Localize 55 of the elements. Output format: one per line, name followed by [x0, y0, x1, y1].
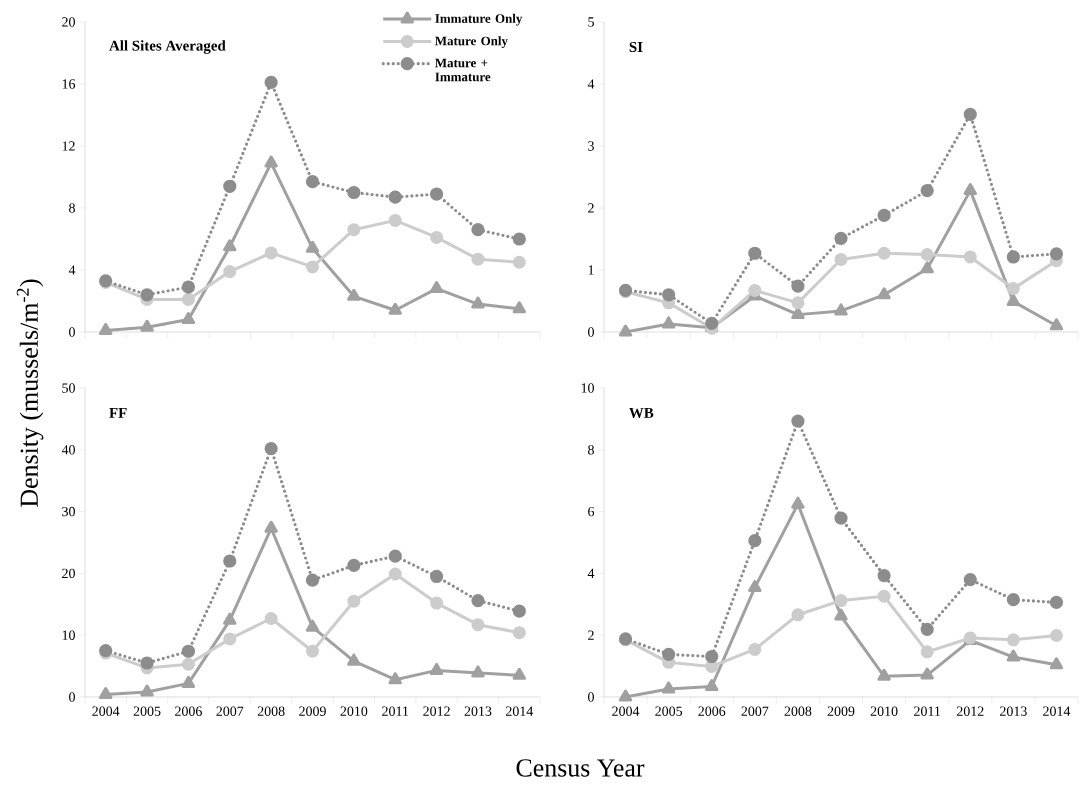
- y-tick-label: 6: [588, 506, 595, 517]
- y-tick-label: 1: [588, 265, 594, 275]
- legend-label: Immature Only: [435, 13, 523, 26]
- x-tick-label: 2009: [299, 706, 326, 716]
- y-tick-label: 3: [588, 141, 594, 151]
- x-tick-label: 2007: [216, 706, 244, 716]
- text: All Sites Averaged: [109, 40, 226, 54]
- x-tick-label: 2008: [784, 706, 812, 716]
- y-tick-label: 8: [69, 203, 75, 213]
- y-axis-title: Density (mussels/m$^{-2}$): [16, 279, 44, 507]
- y-tick-label: 0: [588, 327, 594, 337]
- y-tick-label: 20: [62, 17, 75, 27]
- text: FF: [109, 408, 127, 418]
- y-tick-label: 40: [61, 445, 75, 455]
- x-tick-label: 2010: [870, 706, 898, 716]
- x-tick-label: 2011: [382, 706, 409, 716]
- y-tick-label: 0: [69, 692, 75, 702]
- y-tick-label: 8: [588, 445, 594, 455]
- y-tick-label: 2: [588, 203, 594, 213]
- x-tick-label: 2010: [340, 706, 368, 716]
- text: SI: [629, 41, 643, 53]
- y-tick-label: 10: [581, 383, 594, 393]
- y-tick-label: 4: [68, 265, 76, 275]
- x-tick-label: 2013: [464, 706, 492, 716]
- x-tick-label: 2009: [827, 706, 855, 716]
- y-tick-label: 4: [587, 568, 595, 578]
- y-tick-label: 0: [69, 327, 75, 337]
- y-tick-label: 4: [587, 79, 595, 89]
- x-tick-label: 2008: [257, 706, 285, 716]
- y-tick-label: 30: [62, 506, 75, 517]
- x-tick-label: 2007: [741, 706, 769, 716]
- x-tick-label: 2014: [505, 706, 534, 716]
- y-tick-label: 20: [62, 568, 75, 579]
- text: WB: [629, 407, 654, 418]
- x-tick-label: 2014: [1043, 706, 1071, 716]
- x-tick-label: 2012: [956, 706, 984, 716]
- y-tick-label: 10: [62, 630, 75, 640]
- x-tick-label: 2006: [175, 706, 202, 716]
- x-tick-label: 2006: [698, 706, 726, 716]
- x-tick-label: 2004: [612, 706, 640, 716]
- legend-label: Mature + Immature: [435, 58, 491, 82]
- y-tick-label: 50: [62, 383, 75, 393]
- y-tick-label: 12: [62, 141, 75, 151]
- x-tick-label: 2012: [423, 706, 450, 716]
- y-tick-label: 5: [588, 17, 594, 27]
- x-tick-label: 2011: [914, 706, 941, 716]
- y-tick-label: 0: [588, 692, 594, 702]
- x-axis-title: Census Year: [516, 759, 645, 777]
- y-tick-label: 16: [62, 79, 76, 89]
- legend-label: Mature Only: [435, 36, 508, 49]
- x-tick-label: 2013: [1000, 706, 1027, 716]
- y-tick-label: 2: [588, 630, 594, 640]
- x-tick-label: 2005: [655, 706, 683, 716]
- x-tick-label: 2005: [133, 706, 161, 716]
- x-tick-label: 2004: [92, 706, 120, 716]
